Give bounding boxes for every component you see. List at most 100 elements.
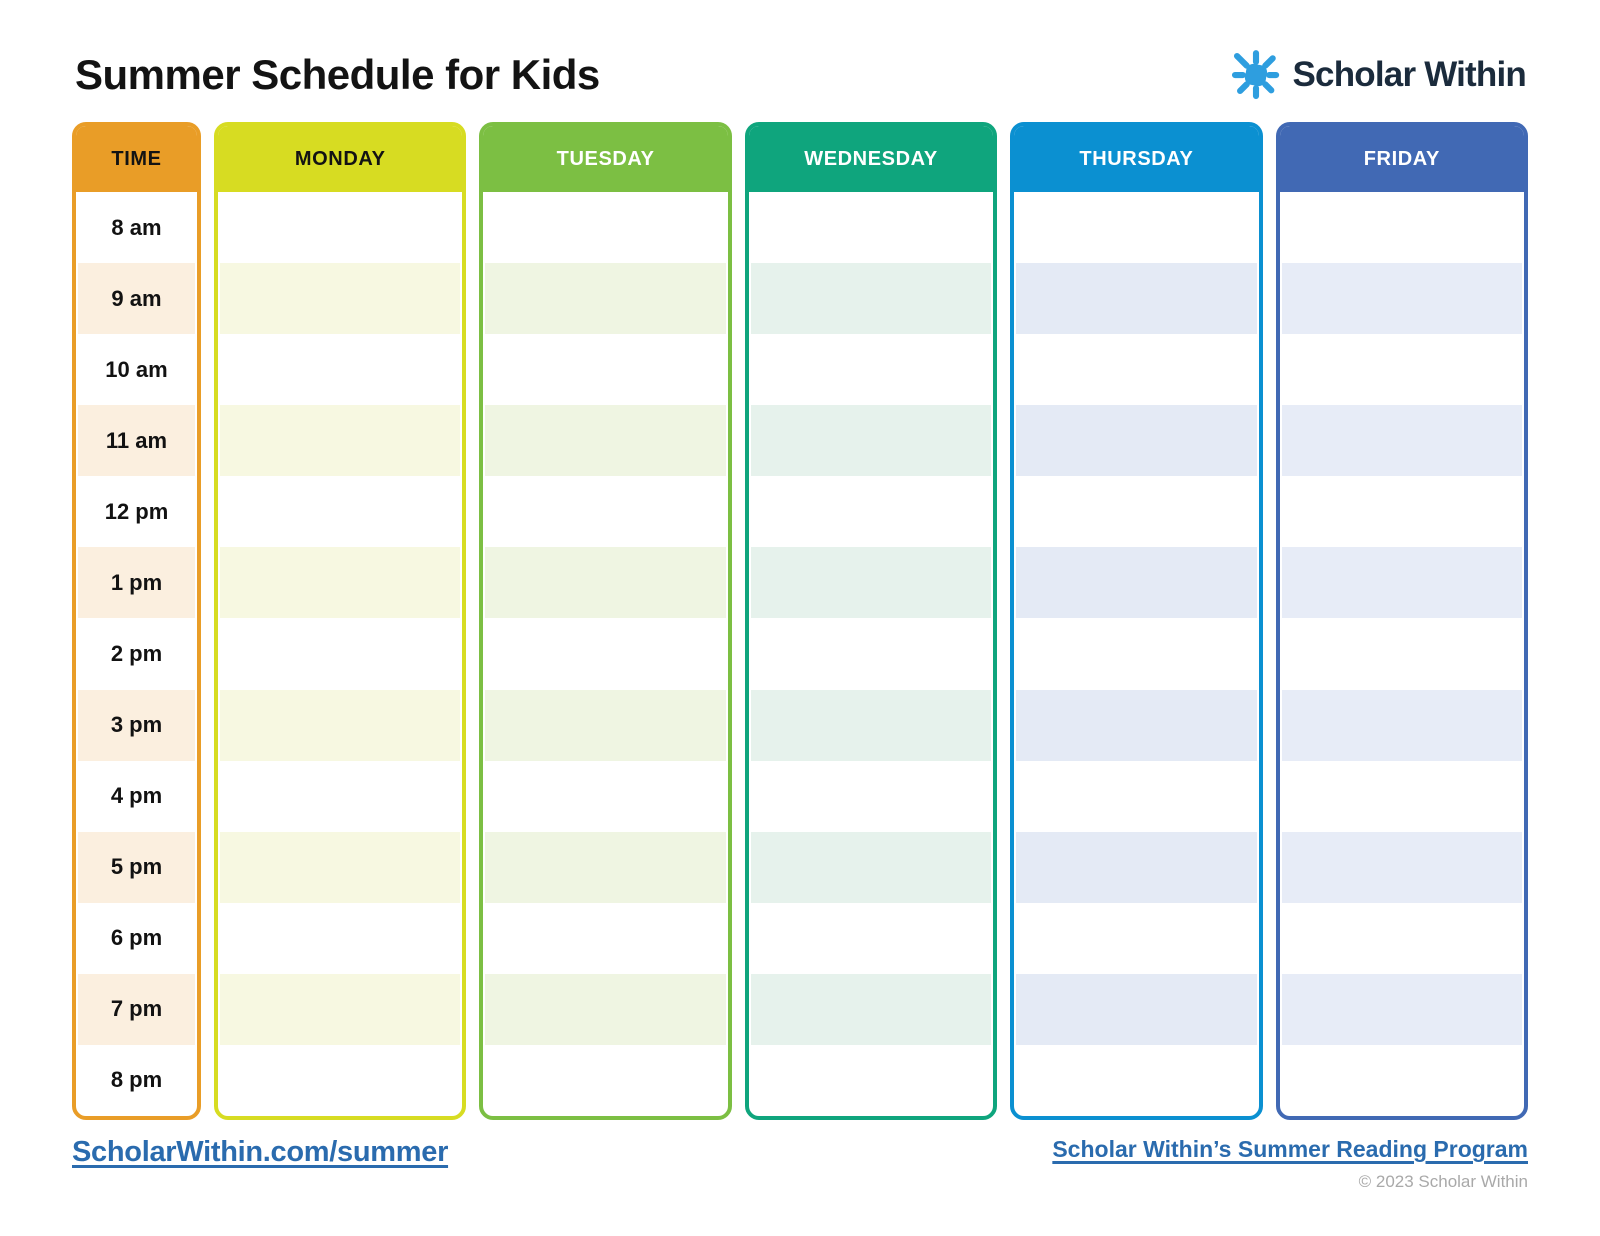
- brand-logo: Scholar Within: [1228, 47, 1527, 103]
- column-body-monday: [218, 192, 462, 1116]
- schedule-cell-thursday-3pm: [1016, 689, 1257, 761]
- schedule-cell-thursday-7pm: [1016, 973, 1257, 1045]
- schedule-cell-friday-12pm: [1282, 476, 1522, 547]
- schedule-cell-monday-9am: [220, 263, 461, 335]
- schedule-cell-wednesday-12pm: [751, 476, 991, 547]
- schedule-cell-monday-6pm: [220, 903, 460, 974]
- schedule-cell-monday-1pm: [220, 547, 461, 619]
- column-header-thursday: THURSDAY: [1014, 126, 1259, 192]
- schedule-cell-thursday-9am: [1016, 263, 1257, 335]
- column-wednesday: WEDNESDAY: [744, 122, 998, 1120]
- schedule-cell-thursday-11am: [1016, 405, 1257, 477]
- schedule-cell-wednesday-6pm: [751, 903, 991, 974]
- column-friday: FRIDAY: [1275, 122, 1529, 1120]
- schedule-cell-tuesday-10am: [485, 334, 725, 405]
- schedule-cell-friday-8pm: [1282, 1045, 1522, 1116]
- footer: ScholarWithin.com/summer Scholar Within’…: [72, 1136, 1528, 1192]
- schedule-cell-wednesday-2pm: [751, 618, 991, 689]
- page-title: Summer Schedule for Kids: [75, 51, 600, 98]
- schedule-cell-tuesday-4pm: [485, 761, 725, 832]
- schedule-cell-tuesday-1pm: [485, 547, 726, 619]
- time-label-5pm: 5 pm: [78, 831, 195, 903]
- schedule-cell-tuesday-8am: [485, 192, 725, 263]
- weekly-schedule-table: TIME 8 am 9 am 10 am 11 am 12 pm 1 pm 2 pm 3 pm 4…: [72, 122, 1529, 1120]
- schedule-cell-friday-9am: [1281, 263, 1523, 335]
- schedule-cell-monday-11am: [220, 405, 461, 477]
- column-body-tuesday: [483, 192, 727, 1116]
- column-thursday: THURSDAY: [1010, 122, 1263, 1120]
- column-body-friday: [1280, 192, 1524, 1116]
- schedule-cell-wednesday-11am: [750, 405, 992, 477]
- schedule-cell-friday-4pm: [1282, 761, 1522, 832]
- schedule-cell-monday-7pm: [220, 973, 461, 1045]
- time-label-3pm: 3 pm: [78, 689, 195, 761]
- footer-right: Scholar Within’s Summer Reading Program …: [1052, 1136, 1528, 1192]
- schedule-cell-friday-2pm: [1282, 618, 1522, 689]
- time-label-4pm: 4 pm: [110, 783, 163, 809]
- column-tuesday: TUESDAY: [479, 122, 732, 1120]
- schedule-cell-friday-7pm: [1281, 973, 1523, 1045]
- schedule-cell-thursday-4pm: [1016, 761, 1256, 832]
- schedule-cell-wednesday-8am: [751, 192, 991, 263]
- schedule-cell-thursday-8am: [1016, 192, 1256, 263]
- schedule-cell-monday-5pm: [220, 831, 461, 903]
- column-time: TIME 8 am 9 am 10 am 11 am 12 pm 1 pm 2 pm 3 pm 4…: [72, 122, 201, 1120]
- schedule-cell-wednesday-10am: [751, 334, 991, 405]
- brand-name: Scholar Within: [1292, 55, 1527, 94]
- time-label-7pm: 7 pm: [78, 973, 195, 1045]
- schedule-cell-tuesday-9am: [485, 263, 726, 335]
- time-label-11am: 11 am: [78, 405, 195, 477]
- schedule-cell-monday-8am: [220, 192, 460, 263]
- column-body-time: 8 am 9 am 10 am 11 am 12 pm 1 pm 2 pm 3 pm 4 pm 5…: [76, 192, 197, 1116]
- schedule-cell-tuesday-2pm: [485, 618, 725, 689]
- schedule-cell-thursday-1pm: [1016, 547, 1257, 619]
- schedule-cell-friday-6pm: [1282, 903, 1522, 974]
- time-label-1pm: 1 pm: [78, 547, 195, 619]
- schedule-cell-monday-10am: [220, 334, 460, 405]
- column-header-tuesday: TUESDAY: [483, 126, 728, 192]
- schedule-cell-monday-8pm: [220, 1045, 460, 1116]
- time-label-9am: 9 am: [78, 263, 195, 335]
- time-label-8pm: 8 pm: [110, 1067, 163, 1093]
- schedule-cell-monday-3pm: [220, 689, 461, 761]
- time-label-6pm: 6 pm: [110, 925, 163, 951]
- copyright: © 2023 Scholar Within: [1358, 1172, 1528, 1191]
- schedule-cell-wednesday-8pm: [751, 1045, 991, 1116]
- schedule-cell-friday-1pm: [1281, 547, 1523, 619]
- time-label-2pm: 2 pm: [110, 641, 163, 666]
- schedule-cell-thursday-8pm: [1016, 1045, 1256, 1116]
- schedule-cell-friday-8am: [1282, 192, 1522, 263]
- schedule-cell-tuesday-5pm: [485, 831, 726, 903]
- schedule-cell-wednesday-1pm: [750, 547, 992, 619]
- time-label-8am: 8 am: [111, 214, 162, 240]
- schedule-cell-tuesday-3pm: [485, 689, 726, 761]
- schedule-cell-thursday-6pm: [1016, 903, 1256, 974]
- schedule-cell-wednesday-3pm: [750, 689, 992, 761]
- schedule-cell-monday-4pm: [220, 761, 460, 832]
- column-body-thursday: [1014, 192, 1258, 1116]
- schedule-cell-tuesday-12pm: [485, 476, 725, 547]
- sun-icon: [1231, 50, 1279, 100]
- schedule-cell-tuesday-11am: [485, 405, 726, 477]
- schedule-cell-friday-3pm: [1281, 689, 1523, 761]
- summer-url-link[interactable]: ScholarWithin.com/summer: [72, 1136, 449, 1168]
- top-bar: Summer Schedule for Kids Scholar Within: [0, 0, 1600, 108]
- schedule-cell-thursday-2pm: [1016, 618, 1256, 689]
- schedule-cell-wednesday-9am: [750, 263, 992, 335]
- schedule-cell-wednesday-7pm: [750, 973, 992, 1045]
- schedule-cell-friday-5pm: [1281, 831, 1523, 903]
- schedule-cell-thursday-10am: [1016, 334, 1256, 405]
- schedule-cell-tuesday-8pm: [485, 1045, 725, 1116]
- time-label-12pm: 12 pm: [104, 498, 169, 524]
- column-header-monday: MONDAY: [218, 126, 463, 192]
- reading-program-link[interactable]: Scholar Within’s Summer Reading Program: [1052, 1136, 1528, 1162]
- schedule-cell-monday-12pm: [220, 476, 460, 547]
- column-body-wednesday: [749, 192, 993, 1116]
- schedule-cell-tuesday-6pm: [485, 903, 725, 974]
- schedule-cell-wednesday-5pm: [750, 831, 992, 903]
- schedule-cell-thursday-12pm: [1016, 476, 1256, 547]
- column-monday: MONDAY: [214, 122, 467, 1120]
- column-header-wednesday: WEDNESDAY: [748, 126, 994, 192]
- column-header-friday: FRIDAY: [1279, 126, 1525, 192]
